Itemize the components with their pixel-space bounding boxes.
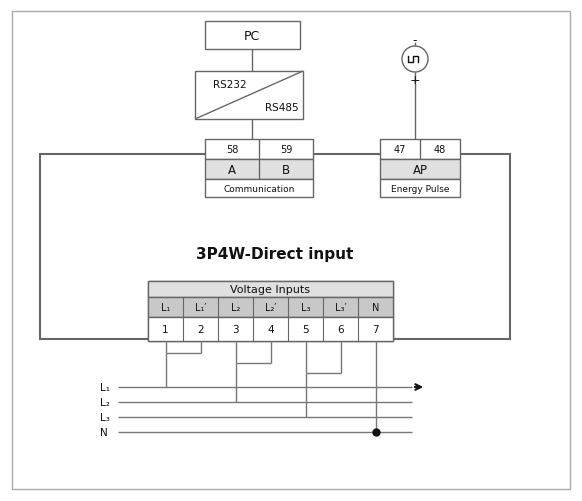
Text: 4: 4	[267, 324, 274, 334]
Text: L₂′: L₂′	[265, 303, 276, 313]
Text: B: B	[282, 163, 290, 176]
Bar	[380, 180, 460, 197]
Bar	[148, 282, 393, 341]
Text: -: -	[413, 35, 417, 48]
Text: 7: 7	[372, 324, 379, 334]
Text: 48: 48	[434, 145, 446, 155]
Bar	[148, 298, 393, 317]
Bar	[205, 180, 313, 197]
Bar	[205, 160, 313, 180]
Text: 6: 6	[337, 324, 344, 334]
Bar	[148, 282, 393, 298]
Bar	[380, 160, 460, 180]
Text: L₃′: L₃′	[335, 303, 346, 313]
Text: 1: 1	[162, 324, 169, 334]
Text: L₁: L₁	[161, 303, 170, 313]
Text: Voltage Inputs: Voltage Inputs	[230, 285, 310, 295]
Text: +: +	[410, 73, 420, 86]
Text: L₃: L₃	[301, 303, 310, 313]
Text: A: A	[228, 163, 236, 176]
Text: RS485: RS485	[265, 103, 299, 113]
Bar	[205, 22, 300, 50]
Bar	[148, 317, 393, 341]
Text: 5: 5	[302, 324, 309, 334]
Bar	[205, 140, 313, 160]
Text: L₂: L₂	[100, 397, 110, 407]
Text: N: N	[100, 427, 108, 437]
Text: N: N	[372, 303, 379, 313]
Text: Communication: Communication	[223, 184, 294, 193]
Text: AP: AP	[413, 163, 428, 176]
Text: 58: 58	[226, 145, 238, 155]
Text: Energy Pulse: Energy Pulse	[391, 184, 449, 193]
Bar	[195, 72, 303, 120]
Text: 47: 47	[394, 145, 406, 155]
Text: 59: 59	[280, 145, 292, 155]
Text: 3P4W-Direct input: 3P4W-Direct input	[196, 247, 354, 262]
Text: L₁′: L₁′	[195, 303, 206, 313]
Text: L₂: L₂	[231, 303, 240, 313]
Text: L₁: L₁	[100, 382, 110, 392]
Bar	[380, 140, 460, 160]
Text: RS232: RS232	[213, 80, 247, 90]
Text: PC: PC	[244, 30, 260, 43]
Bar	[40, 155, 510, 339]
Text: 3: 3	[232, 324, 239, 334]
Text: 2: 2	[197, 324, 204, 334]
Text: L₃: L₃	[100, 412, 110, 422]
